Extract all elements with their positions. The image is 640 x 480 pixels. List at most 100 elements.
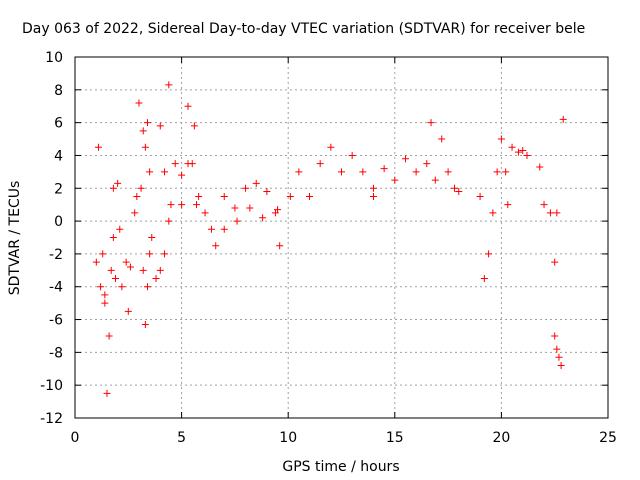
- data-point: [94, 143, 102, 151]
- data-point: [504, 201, 512, 209]
- series-seg-1: [92, 143, 109, 299]
- y-tick-label: 8: [54, 83, 63, 99]
- data-point: [348, 151, 356, 159]
- x-tick-label: 15: [386, 430, 404, 446]
- data-point: [193, 201, 201, 209]
- series-seg-12: [295, 143, 377, 200]
- data-point: [380, 165, 388, 173]
- data-point: [190, 122, 198, 130]
- data-point: [427, 119, 435, 127]
- data-point: [139, 127, 147, 135]
- y-tick-label: -4: [49, 280, 63, 296]
- x-tick-label: 25: [599, 430, 617, 446]
- y-tick-labels: -12 -10 -8 -6 -4 -2 0 2 4 6 8 10: [40, 50, 63, 427]
- data-point: [276, 242, 284, 250]
- data-point: [493, 168, 501, 176]
- series-seg-7: [146, 168, 173, 283]
- data-point: [148, 234, 156, 241]
- data-point: [450, 184, 458, 192]
- data-point: [553, 345, 561, 353]
- data-point: [263, 188, 271, 196]
- data-point: [252, 179, 260, 187]
- data-point: [523, 151, 531, 159]
- y-tick-label: 6: [54, 116, 63, 132]
- data-point: [546, 209, 554, 217]
- data-point: [231, 204, 239, 212]
- data-point: [455, 188, 463, 196]
- data-point: [233, 217, 241, 225]
- data-point: [146, 168, 154, 176]
- series-seg-11: [220, 192, 294, 250]
- y-tick-label: -12: [40, 411, 63, 427]
- data-point: [369, 192, 377, 200]
- data-point: [338, 168, 345, 176]
- data-point: [316, 160, 324, 168]
- data-point: [476, 192, 484, 200]
- data-point: [135, 99, 143, 107]
- data-point: [165, 81, 173, 89]
- plot-frame: [74, 56, 609, 419]
- data-point: [359, 168, 367, 176]
- data-point: [109, 184, 117, 192]
- data-point: [497, 135, 505, 143]
- series-seg-2: [101, 184, 117, 397]
- y-tick-label: -8: [49, 345, 63, 361]
- series-seg-4: [118, 209, 139, 315]
- data-point: [178, 171, 186, 179]
- data-point: [161, 168, 169, 176]
- y-tick-label: -6: [49, 313, 63, 329]
- y-tick-label: 2: [54, 181, 63, 197]
- data-point: [112, 275, 120, 283]
- data-point: [178, 201, 186, 209]
- data-point: [124, 307, 132, 315]
- data-point: [156, 122, 164, 130]
- data-point: [271, 209, 279, 217]
- series-seg-3: [109, 179, 124, 283]
- data-point: [171, 160, 179, 168]
- data-point: [508, 143, 516, 151]
- y-tick-label: 10: [45, 50, 63, 66]
- y-tick-label: -2: [49, 247, 63, 263]
- data-point: [559, 115, 567, 123]
- data-point: [502, 168, 510, 176]
- series-seg-15: [476, 135, 512, 283]
- data-point: [485, 250, 493, 258]
- data-point: [444, 168, 452, 176]
- data-point: [242, 184, 250, 192]
- chart-title: Day 063 of 2022, Sidereal Day-to-day VTE…: [22, 21, 585, 37]
- series-seg-14: [423, 119, 463, 196]
- data-point: [122, 258, 130, 266]
- data-point: [133, 192, 141, 200]
- data-point: [246, 204, 254, 212]
- series-seg-13: [369, 155, 420, 200]
- x-tick-label: 0: [71, 430, 80, 446]
- data-point: [423, 160, 431, 168]
- data-point: [184, 102, 192, 110]
- data-point: [131, 209, 139, 217]
- axis-ticks: [74, 56, 609, 419]
- data-point: [114, 179, 122, 187]
- data-point: [480, 275, 488, 283]
- data-point: [391, 176, 399, 184]
- data-point: [105, 332, 113, 340]
- x-tick-label: 20: [492, 430, 510, 446]
- data-point: [306, 192, 314, 200]
- x-tick-label: 5: [177, 430, 186, 446]
- y-axis-title: SDTVAR / TECUs: [7, 181, 23, 296]
- data-point: [126, 263, 134, 271]
- data-point: [141, 320, 149, 328]
- data-point: [137, 184, 145, 192]
- data-point: [107, 266, 115, 274]
- data-point: [201, 209, 209, 217]
- data-point: [401, 155, 409, 163]
- data-point: [259, 214, 267, 222]
- data-point: [551, 332, 559, 340]
- data-points: [92, 81, 567, 397]
- data-point: [109, 234, 117, 241]
- data-point: [431, 176, 439, 184]
- data-point: [195, 192, 203, 200]
- data-point: [553, 209, 561, 217]
- data-point: [143, 119, 151, 127]
- data-point: [146, 250, 154, 258]
